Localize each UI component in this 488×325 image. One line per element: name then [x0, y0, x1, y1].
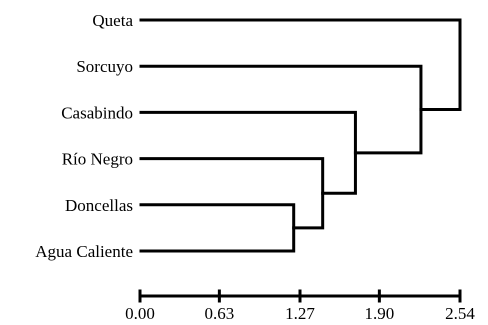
- distance-axis: 0.00 0.63 1.27 1.90 2.54: [125, 289, 475, 323]
- dendrogram-branches: [139, 18, 462, 253]
- axis-tick-label: 1.27: [285, 304, 315, 323]
- leaf-label-rio-negro: Río Negro: [62, 150, 133, 169]
- axis-tick-label: 0.00: [125, 304, 155, 323]
- axis-tick-label: 0.63: [204, 304, 234, 323]
- dendrogram-link-1: [139, 203, 296, 253]
- leaf-labels: Queta Sorcuyo Casabindo Río Negro Doncellas A…: [35, 11, 133, 261]
- leaf-label-agua-caliente: Agua Caliente: [35, 242, 133, 261]
- leaf-label-doncellas: Doncellas: [65, 196, 133, 215]
- leaf-label-casabindo: Casabindo: [61, 103, 133, 122]
- leaf-label-queta: Queta: [92, 11, 133, 30]
- axis-tick-label: 2.54: [445, 304, 475, 323]
- axis-tick-label: 1.90: [364, 304, 394, 323]
- dendrogram-link-2: [139, 157, 325, 230]
- dendrogram-link-4: [139, 64, 423, 155]
- leaf-label-sorcuyo: Sorcuyo: [76, 57, 133, 76]
- dendrogram-link-5: [139, 18, 462, 112]
